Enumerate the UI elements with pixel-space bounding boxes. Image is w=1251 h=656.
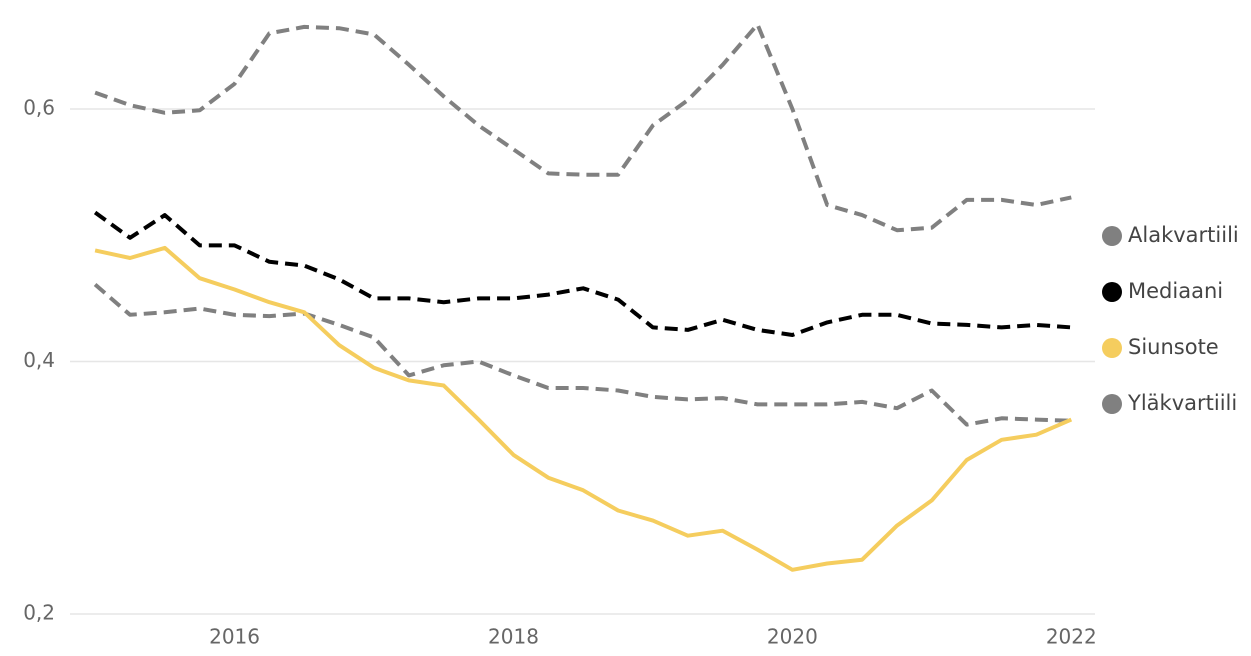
legend-marker xyxy=(1102,226,1122,246)
series-line xyxy=(93,282,1072,427)
y-tick-label: 0,2 xyxy=(23,601,55,625)
y-tick-label: 0,4 xyxy=(23,348,55,372)
legend-marker xyxy=(1102,394,1122,414)
legend-label: Mediaani xyxy=(1128,279,1223,303)
series-line xyxy=(93,210,1072,337)
legend-marker xyxy=(1102,282,1122,302)
series-line xyxy=(94,22,1072,233)
x-tick-label: 2018 xyxy=(488,625,539,649)
x-tick-label: 2020 xyxy=(767,625,818,649)
series-line xyxy=(94,245,1073,572)
x-tick-label: 2022 xyxy=(1046,625,1097,649)
legend-marker xyxy=(1102,338,1122,358)
legend-label: Yläkvartiili xyxy=(1127,391,1237,415)
legend-label: Siunsote xyxy=(1128,335,1219,359)
y-tick-label: 0,6 xyxy=(23,96,55,120)
x-tick-label: 2016 xyxy=(209,625,260,649)
legend-label: Alakvartiili xyxy=(1128,223,1239,247)
